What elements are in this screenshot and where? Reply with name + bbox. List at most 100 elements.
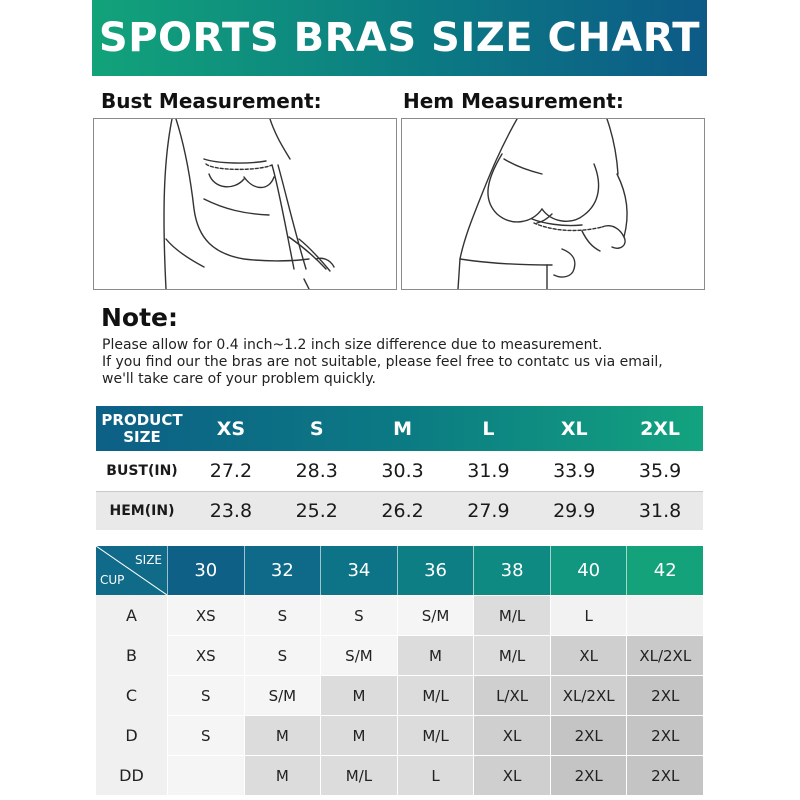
table-cell: XL/2XL bbox=[626, 635, 704, 675]
table-cell: L/XL bbox=[473, 675, 550, 715]
table-cell: M/L bbox=[473, 595, 550, 635]
table-cell: 27.2 bbox=[209, 460, 253, 482]
table-cell: S bbox=[167, 715, 244, 755]
cup-size-corner-cell: SIZE CUP bbox=[96, 546, 167, 595]
cup-label: A bbox=[96, 595, 167, 635]
table-cell: 27.9 bbox=[467, 500, 510, 522]
table-cell: M/L bbox=[320, 755, 397, 795]
table-row: C S S/M M M/L L/XL XL/2XL 2XL bbox=[96, 675, 704, 715]
hem-measurement-illustration bbox=[401, 118, 705, 290]
page-title: SPORTS BRAS SIZE CHART bbox=[98, 15, 701, 61]
product-size-header-line1: PRODUCT bbox=[101, 410, 183, 429]
size-header-cell: M bbox=[393, 417, 413, 440]
product-size-header: PRODUCT SIZE bbox=[96, 410, 188, 446]
size-measurement-table: PRODUCT SIZE XS S M L XL 2XL BUST(IN) 27… bbox=[96, 406, 703, 530]
hem-figure-icon bbox=[457, 119, 628, 289]
table-cell: XS bbox=[167, 595, 244, 635]
bust-measurement-label: Bust Measurement: bbox=[101, 89, 322, 113]
bust-measurement-illustration bbox=[93, 118, 397, 290]
row-label: BUST(IN) bbox=[106, 463, 178, 479]
cup-table-header: SIZE CUP 30 32 34 36 38 40 42 bbox=[96, 546, 704, 595]
band-size-header-cell: 40 bbox=[549, 546, 627, 595]
table-cell: L bbox=[549, 595, 627, 635]
table-cell: 31.9 bbox=[467, 460, 510, 482]
cup-size-table: SIZE CUP 30 32 34 36 38 40 42 A XS S S S/M M/L L B XS S… bbox=[96, 546, 704, 795]
table-cell: XS bbox=[167, 635, 244, 675]
table-cell: S bbox=[243, 635, 321, 675]
band-size-header-cell: 36 bbox=[396, 546, 474, 595]
table-cell: M/L bbox=[473, 635, 550, 675]
table-cell: 2XL bbox=[549, 715, 627, 755]
note-line: If you find our the bras are not suitabl… bbox=[102, 354, 663, 370]
size-table-header: PRODUCT SIZE XS S M L XL 2XL bbox=[96, 406, 703, 451]
table-cell: 2XL bbox=[549, 755, 627, 795]
table-cell: 33.9 bbox=[553, 460, 596, 482]
table-cell: M/L bbox=[396, 675, 474, 715]
note-line: we'll take care of your problem quickly. bbox=[102, 371, 377, 387]
table-cell: 25.2 bbox=[295, 500, 338, 522]
band-size-header-cell: 34 bbox=[320, 546, 397, 595]
table-cell: L bbox=[396, 755, 474, 795]
cup-label: C bbox=[96, 675, 167, 715]
table-row: D S M M M/L XL 2XL 2XL bbox=[96, 715, 704, 755]
table-cell: S bbox=[320, 595, 397, 635]
band-size-header-cell: 38 bbox=[473, 546, 550, 595]
size-header-cell: XL bbox=[560, 417, 588, 440]
table-cell: S bbox=[243, 595, 321, 635]
table-cell: M bbox=[396, 635, 474, 675]
table-cell: S bbox=[167, 675, 244, 715]
cup-table-body: A XS S S S/M M/L L B XS S S/M M M/L XL XL/2XL C S S/M M M/L… bbox=[96, 595, 704, 795]
note-text: Please allow for 0.4 inch~1.2 inch size … bbox=[102, 337, 702, 388]
table-row: DD M M/L L XL 2XL 2XL bbox=[96, 755, 704, 795]
note-title: Note: bbox=[101, 303, 179, 332]
table-cell: M bbox=[243, 755, 321, 795]
table-row: A XS S S S/M M/L L bbox=[96, 595, 704, 635]
table-cell: 35.9 bbox=[638, 460, 682, 482]
table-cell: 2XL bbox=[626, 755, 704, 795]
corner-cup-label: CUP bbox=[100, 573, 125, 587]
table-cell: 28.3 bbox=[295, 460, 338, 482]
band-size-header-cell: 30 bbox=[167, 546, 244, 595]
table-cell: 23.8 bbox=[209, 500, 253, 522]
band-size-headers: 30 32 34 36 38 40 42 bbox=[167, 546, 704, 595]
note-line: Please allow for 0.4 inch~1.2 inch size … bbox=[102, 337, 603, 353]
table-cell: S/M bbox=[396, 595, 474, 635]
table-cell bbox=[167, 755, 244, 795]
size-header-cell: 2XL bbox=[640, 417, 681, 440]
diagonal-divider-icon bbox=[96, 546, 167, 595]
table-cell: 2XL bbox=[626, 675, 704, 715]
bust-figure-icon bbox=[163, 119, 335, 289]
corner-size-label: SIZE bbox=[135, 553, 162, 567]
table-row: B XS S S/M M M/L XL XL/2XL bbox=[96, 635, 704, 675]
table-cell: XL bbox=[473, 715, 550, 755]
table-row: HEM(IN) 23.8 25.2 26.2 27.9 29.9 31.8 bbox=[96, 491, 703, 530]
size-header-cell: L bbox=[482, 417, 495, 440]
table-cell: 2XL bbox=[626, 715, 704, 755]
size-header-cell: XS bbox=[216, 417, 246, 440]
table-cell: XL bbox=[473, 755, 550, 795]
table-cell: 30.3 bbox=[381, 460, 424, 482]
band-size-header-cell: 42 bbox=[626, 546, 704, 595]
hem-measurement-label: Hem Measurement: bbox=[403, 89, 624, 113]
table-cell bbox=[626, 595, 704, 635]
band-size-header-cell: 32 bbox=[243, 546, 321, 595]
table-cell: S/M bbox=[243, 675, 321, 715]
table-cell: M bbox=[320, 715, 397, 755]
table-cell: S/M bbox=[320, 635, 397, 675]
size-header-cell: S bbox=[309, 417, 324, 440]
row-label: HEM(IN) bbox=[109, 503, 175, 519]
table-cell: 26.2 bbox=[381, 500, 424, 522]
table-cell: M bbox=[320, 675, 397, 715]
table-cell: XL/2XL bbox=[549, 675, 627, 715]
cup-label: DD bbox=[96, 755, 167, 795]
table-cell: XL bbox=[549, 635, 627, 675]
table-row: BUST(IN) 27.2 28.3 30.3 31.9 33.9 35.9 bbox=[96, 451, 703, 491]
table-cell: M bbox=[243, 715, 321, 755]
table-cell: 29.9 bbox=[553, 500, 596, 522]
cup-label: D bbox=[96, 715, 167, 755]
title-banner: SPORTS BRAS SIZE CHART bbox=[92, 0, 707, 76]
cup-label: B bbox=[96, 635, 167, 675]
product-size-header-line2: SIZE bbox=[123, 427, 161, 446]
table-cell: 31.8 bbox=[638, 500, 682, 522]
table-cell: M/L bbox=[396, 715, 474, 755]
